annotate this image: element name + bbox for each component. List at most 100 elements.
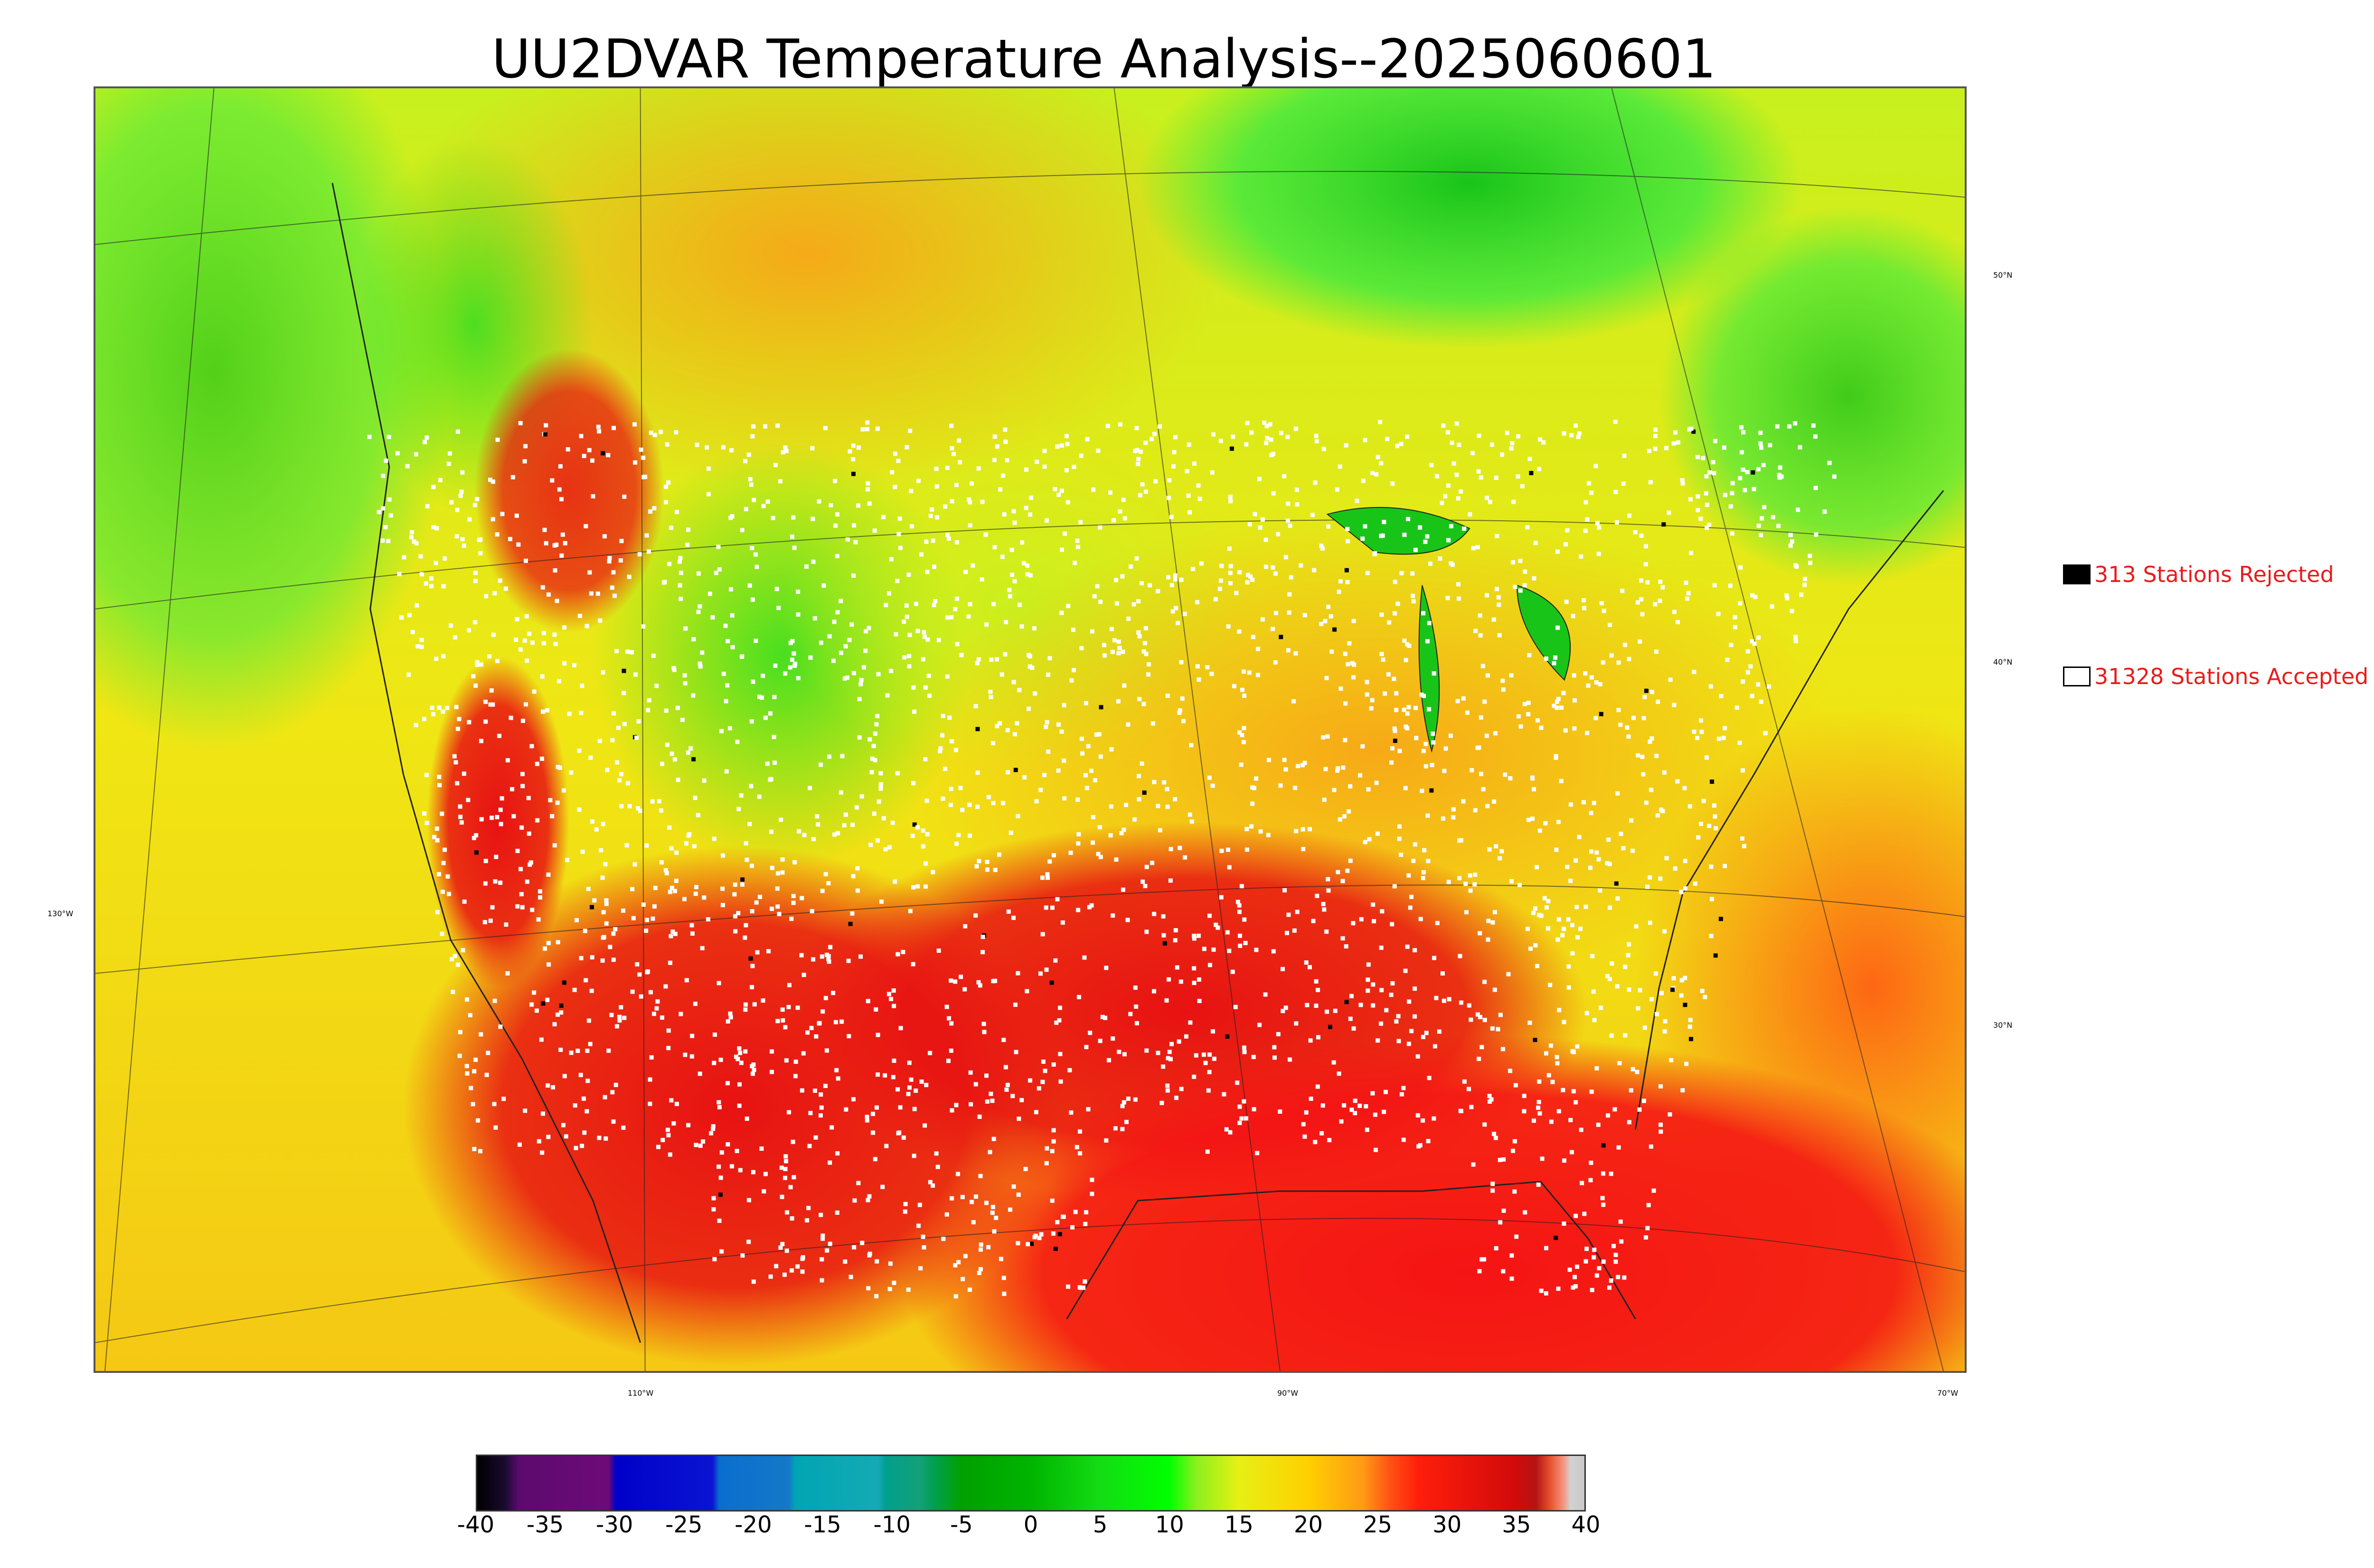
station-marker (1060, 920, 1065, 925)
station-marker (866, 481, 870, 486)
station-marker (1337, 1071, 1341, 1076)
station-marker (950, 446, 954, 451)
station-marker (1091, 815, 1095, 819)
station-marker (1034, 1110, 1038, 1115)
station-marker (922, 1245, 926, 1250)
station-marker (1549, 1119, 1554, 1124)
station-marker (1546, 1073, 1551, 1078)
station-marker (959, 653, 964, 657)
station-marker (613, 1082, 618, 1087)
station-marker (449, 500, 454, 505)
station-marker (1701, 798, 1706, 803)
station-marker (1509, 1253, 1514, 1258)
station-marker (475, 497, 480, 501)
station-marker (669, 934, 673, 939)
station-marker (1406, 873, 1411, 878)
station-marker (1156, 589, 1160, 593)
station-marker (1251, 1055, 1256, 1060)
station-marker (1653, 971, 1658, 976)
station-marker (600, 875, 605, 880)
station-marker (923, 884, 928, 889)
station-marker (1099, 705, 1103, 710)
station-marker (1405, 434, 1410, 439)
station-marker (587, 570, 592, 575)
station-marker (1001, 473, 1006, 478)
station-marker (1083, 1279, 1087, 1284)
station-marker (924, 539, 929, 544)
station-marker (1047, 656, 1052, 661)
station-marker (744, 857, 749, 862)
station-marker (1360, 536, 1365, 541)
station-marker (1302, 613, 1307, 618)
station-marker (925, 570, 930, 574)
station-marker (713, 1033, 717, 1037)
station-marker (1292, 928, 1297, 933)
station-marker (1500, 1047, 1505, 1052)
station-marker (1703, 995, 1707, 999)
station-marker (1589, 490, 1594, 495)
station-marker (1055, 444, 1060, 449)
station-marker (891, 1075, 895, 1080)
station-marker (1559, 705, 1564, 710)
station-marker (1239, 762, 1244, 767)
station-marker (716, 545, 721, 549)
station-marker (707, 592, 712, 596)
station-marker (698, 664, 703, 669)
station-marker (796, 612, 801, 617)
temperature-map[interactable] (94, 86, 1967, 1373)
station-marker (1656, 699, 1660, 704)
station-marker (469, 1086, 473, 1090)
station-marker (850, 911, 855, 916)
station-marker (424, 821, 429, 826)
station-marker (1366, 977, 1370, 982)
station-marker (621, 908, 625, 913)
station-marker (856, 445, 861, 450)
station-marker (876, 799, 881, 804)
station-marker (865, 420, 870, 425)
station-marker (1075, 798, 1080, 802)
station-marker (644, 929, 649, 933)
station-marker (1258, 525, 1262, 530)
station-marker (1592, 800, 1596, 805)
station-marker (1167, 1050, 1172, 1054)
station-marker (670, 930, 675, 934)
station-marker (874, 1007, 878, 1012)
station-marker (1302, 761, 1307, 765)
station-marker (1794, 564, 1799, 569)
station-marker (1741, 679, 1745, 684)
station-marker (569, 770, 574, 775)
station-marker (511, 814, 516, 818)
station-marker (560, 532, 565, 537)
station-marker (840, 754, 845, 759)
station-marker (1073, 561, 1077, 565)
station-marker (637, 972, 642, 977)
station-marker (648, 1077, 652, 1082)
station-marker (1476, 469, 1481, 474)
station-marker (870, 756, 875, 761)
station-marker (1286, 912, 1291, 917)
station-marker (701, 1139, 706, 1144)
station-marker (1523, 569, 1527, 574)
station-marker (878, 786, 883, 791)
station-marker (1636, 600, 1640, 605)
station-marker (430, 705, 434, 710)
station-marker (1150, 721, 1155, 726)
station-marker (644, 843, 649, 848)
station-marker (1209, 672, 1214, 676)
station-marker (1255, 1151, 1260, 1155)
station-marker (876, 672, 881, 676)
station-marker (1693, 881, 1697, 886)
station-marker (556, 1012, 560, 1017)
station-marker (1040, 1080, 1045, 1084)
station-marker (887, 845, 892, 850)
station-marker (1385, 437, 1390, 441)
station-marker (1564, 542, 1568, 547)
station-marker (1083, 773, 1088, 778)
station-marker (810, 909, 814, 913)
station-marker (680, 717, 685, 722)
station-marker (1721, 735, 1726, 740)
station-marker (1611, 1244, 1616, 1249)
station-marker (1077, 1285, 1082, 1290)
station-marker (1084, 1045, 1089, 1050)
station-marker (1072, 465, 1076, 469)
